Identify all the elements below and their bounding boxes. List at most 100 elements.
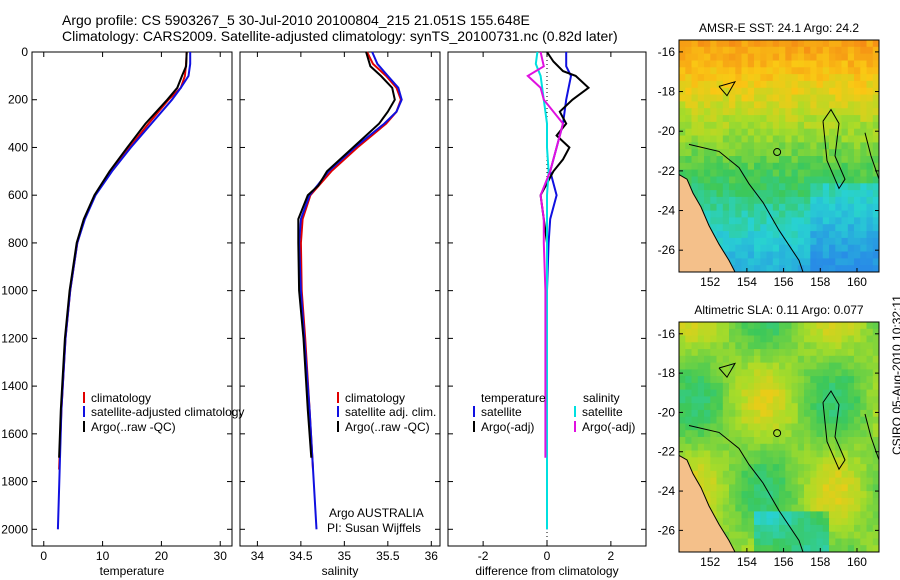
sla-map-cell xyxy=(841,362,849,370)
sst-map-cell xyxy=(697,108,705,116)
sst-map-cell xyxy=(841,121,849,130)
sst-map-cell xyxy=(835,231,843,239)
sst-map-cell xyxy=(741,203,749,212)
sst-map-cell xyxy=(810,67,818,75)
sla-map-cell xyxy=(797,477,805,485)
sla-map-cell xyxy=(847,538,855,546)
sst-map-cell xyxy=(747,196,755,205)
sla-map-cell xyxy=(710,491,718,499)
sla-map-cell xyxy=(722,328,730,337)
sst-map-cell xyxy=(797,60,805,68)
sst-map-cell xyxy=(810,217,818,225)
sst-map-cell xyxy=(829,67,836,75)
sla-map-cell xyxy=(710,335,718,343)
sla-map-cell xyxy=(816,403,824,411)
sst-map-cell xyxy=(704,53,711,61)
sst-map-cell xyxy=(779,258,786,266)
sla-map-cell xyxy=(722,430,730,438)
sla-map-cell xyxy=(729,450,736,458)
sla-map-cell xyxy=(847,335,855,343)
sst-map-cell xyxy=(797,101,805,109)
difference-legend-item: satellite xyxy=(481,405,522,419)
sst-map-cell xyxy=(835,46,843,55)
sla-map-cell xyxy=(810,409,818,418)
sla-map-cell xyxy=(785,477,793,485)
sst-map-cell xyxy=(772,258,780,266)
sst-map-cell xyxy=(760,196,768,205)
sla-map-cell xyxy=(860,430,868,438)
sla-map-cell xyxy=(691,382,699,391)
sst-map-cell xyxy=(785,94,793,102)
sst-map-cell xyxy=(722,135,730,143)
sst-map-cell xyxy=(766,251,774,259)
sst-map-cell xyxy=(716,94,724,102)
sla-map-cell xyxy=(847,369,855,377)
sla-map-cell xyxy=(772,403,780,411)
sla-map-cell xyxy=(866,423,874,431)
sst-map-cell xyxy=(691,162,699,171)
sst-map-cell xyxy=(822,258,830,266)
sst-map-cell xyxy=(741,156,749,164)
sla-map-cell xyxy=(685,416,693,425)
sst-map-cell xyxy=(779,101,786,109)
sst-map-cell xyxy=(735,115,743,123)
sla-map-cell xyxy=(872,497,879,506)
sst-map-cell xyxy=(860,224,868,232)
sst-map-cell xyxy=(804,94,811,102)
sst-map-cell xyxy=(691,74,699,82)
sst-map-cell xyxy=(860,121,868,130)
sla-map-cell xyxy=(785,396,793,404)
sst-map-cell xyxy=(810,169,818,177)
sla-map-cell xyxy=(866,349,874,357)
sst-map-cell xyxy=(785,101,793,109)
sst-map-cell xyxy=(716,210,724,218)
sst-map-cell xyxy=(847,231,855,239)
sst-map-cell xyxy=(791,176,799,184)
sla-contour-plateau xyxy=(822,390,846,471)
sla-map-cell xyxy=(697,396,705,404)
sst-map-cell xyxy=(829,156,836,164)
sla-map-cell xyxy=(854,464,861,472)
sla-map-cell xyxy=(741,369,749,377)
sla-map-cell xyxy=(754,362,761,370)
sla-map-cell xyxy=(829,511,836,519)
sla-map-cell xyxy=(791,416,799,425)
sla-map-cell xyxy=(835,382,843,391)
sst-ytick-label: -26 xyxy=(658,243,676,257)
sla-map-cell xyxy=(754,389,761,397)
sla-map-cell xyxy=(854,497,861,506)
sla-map-cell xyxy=(729,491,736,499)
sst-map-cell xyxy=(816,101,824,109)
sla-map-cell xyxy=(779,355,786,364)
salinity-legend-item: satellite adj. clim. xyxy=(345,405,436,419)
sla-map-cell xyxy=(822,477,830,485)
sst-map-cell xyxy=(866,94,874,102)
sst-map-cell xyxy=(760,94,768,102)
sla-map-cell xyxy=(741,389,749,397)
temperature-ytick-label: 1600 xyxy=(1,427,28,441)
sst-map-cell xyxy=(785,121,793,130)
sst-map-cell xyxy=(816,258,824,266)
sla-map-cell xyxy=(804,355,811,364)
sst-map-cell xyxy=(822,80,830,89)
sla-map-cell xyxy=(741,497,749,506)
sst-map-cell xyxy=(685,135,693,143)
sst-map-cell xyxy=(685,40,693,48)
sst-map-cell xyxy=(716,190,724,198)
sst-map-cell xyxy=(716,101,724,109)
sla-map-cell xyxy=(847,518,855,526)
sla-map-cell xyxy=(760,389,768,397)
sst-map-cell xyxy=(779,156,786,164)
sst-map-cell xyxy=(716,224,724,232)
sst-map-cell xyxy=(847,190,855,198)
sst-map-cell xyxy=(691,169,699,177)
sst-map-cell xyxy=(729,94,736,102)
sla-map-cell xyxy=(822,349,830,357)
sla-map-cell xyxy=(816,409,824,418)
sla-map-cell xyxy=(691,464,699,472)
sla-map-field xyxy=(679,322,879,552)
sst-ytick-label: -18 xyxy=(658,85,676,99)
sla-map-cell xyxy=(791,477,799,485)
sla-map-cell xyxy=(766,335,774,343)
sst-map-cell xyxy=(679,46,686,55)
